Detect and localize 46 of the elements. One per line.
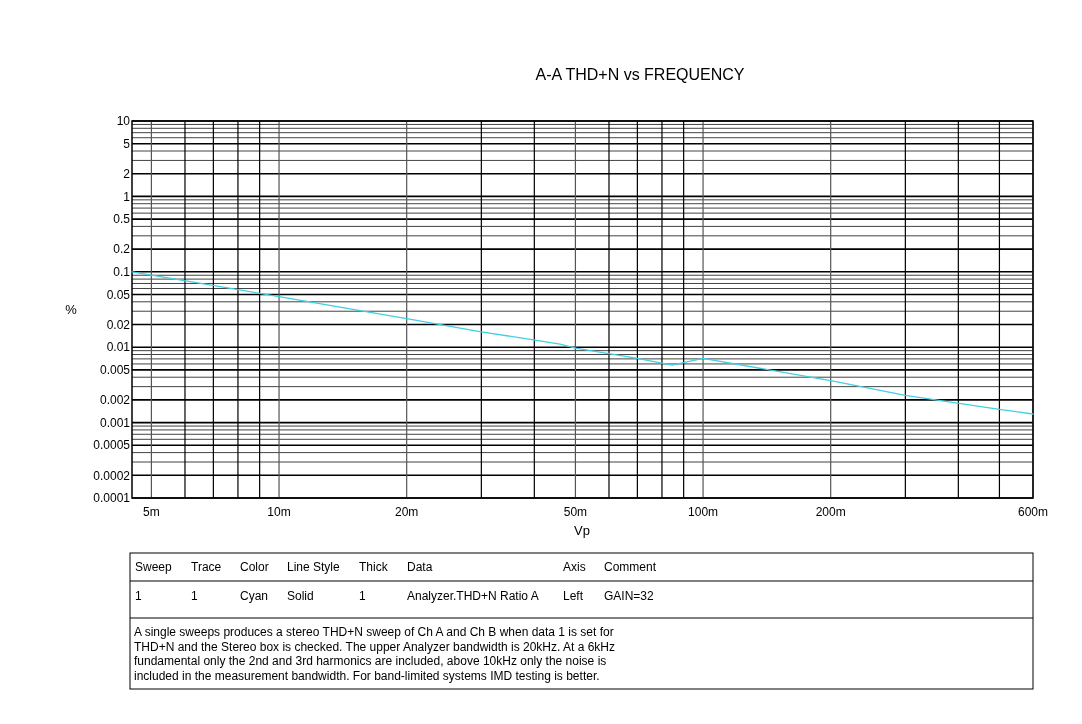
text: Line Style [287,560,341,574]
text: Cyan [240,589,269,603]
x-tick-label: 5m [143,505,160,519]
text: Trace [191,560,222,574]
text: Solid [287,589,314,603]
text: Sweep [135,560,173,574]
y-tick-label: 2 [123,166,131,181]
y-tick-label: 1 [123,189,131,204]
y-tick-label: 0.0001 [93,491,131,506]
x-axis-title: Vp [574,523,590,538]
text: fundamental only the 2nd and 3rd harmonics are included, above 10kHz only the noise is [134,654,607,668]
text: THD+N and the Stereo box is checked. The upper Analyzer bandwidth is 20kHz. At a 6kHz [134,639,616,654]
y-tick-label: 0.002 [99,393,131,408]
text: Comment [604,560,657,574]
text: 1 [359,589,366,603]
text: GAIN=32 [604,589,655,603]
text: included in the measurement bandwidth. For band-limited systems IMD testing is better. [134,668,600,683]
y-tick-label: 0.2 [113,242,131,257]
text: Axis [563,560,586,574]
text: Left [563,589,584,603]
y-axis-title: % [65,302,78,317]
x-tick-label: 600m [1017,505,1049,519]
y-tick-label: 0.0002 [93,468,131,483]
y-tick-label: 0.1 [113,265,131,279]
text: Analyzer.THD+N Ratio A [407,589,539,603]
text: 1 [191,589,198,603]
text: 1 [135,589,142,603]
x-tick-label: 50m [563,505,588,519]
x-tick-label: 200m [815,505,846,519]
y-tick-label: 10 [116,114,131,129]
y-tick-label: 5 [123,136,131,151]
y-tick-label: 0.0005 [93,438,131,453]
text: Color [240,560,269,574]
x-tick-label: 100m [688,505,719,519]
x-tick-label: 20m [395,505,419,519]
text: Thick [359,560,389,574]
x-tick-label: 10m [267,505,291,519]
y-tick-label: 0.005 [99,363,131,378]
y-tick-label: 0.001 [99,415,131,430]
text: A single sweeps produces a stereo THD+N sweep of Ch A and Ch B when data 1 is set for [134,625,614,639]
text: Data [407,560,433,574]
chart-title: A-A THD+N vs FREQUENCY [535,66,745,83]
y-tick-label: 0.02 [106,317,131,332]
y-tick-label: 0.05 [106,287,131,302]
y-tick-label: 0.5 [113,212,131,227]
y-tick-label: 0.01 [106,340,131,355]
